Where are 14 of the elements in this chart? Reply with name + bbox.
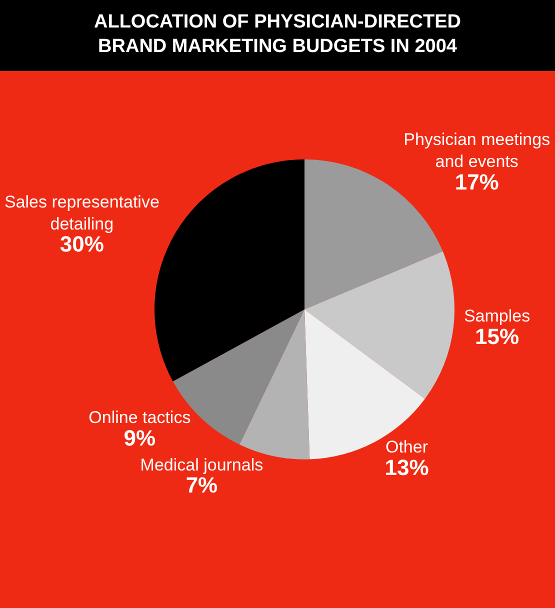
data-label: 30% bbox=[60, 232, 104, 257]
data-label: 13% bbox=[384, 454, 429, 480]
slice-label: Medical journals bbox=[140, 455, 264, 474]
slice-label: Physician meetings and events bbox=[404, 130, 550, 172]
data-label: 15% bbox=[474, 324, 520, 349]
slice-label: Other bbox=[385, 438, 428, 457]
pie-slice bbox=[239, 309, 310, 460]
data-label: 9% bbox=[124, 425, 156, 450]
slice-label: Online tactics bbox=[88, 408, 191, 428]
slice-label: Samples bbox=[464, 306, 530, 326]
slice-label: Sales representative detailing bbox=[4, 192, 160, 234]
data-label: 17% bbox=[454, 169, 499, 194]
pie-slice bbox=[304, 251, 454, 399]
chart-title: ALLOCATION OF PHYSICIAN-DIRECTED BRAND MARKETING BUDGETS IN 2004 bbox=[94, 11, 461, 58]
